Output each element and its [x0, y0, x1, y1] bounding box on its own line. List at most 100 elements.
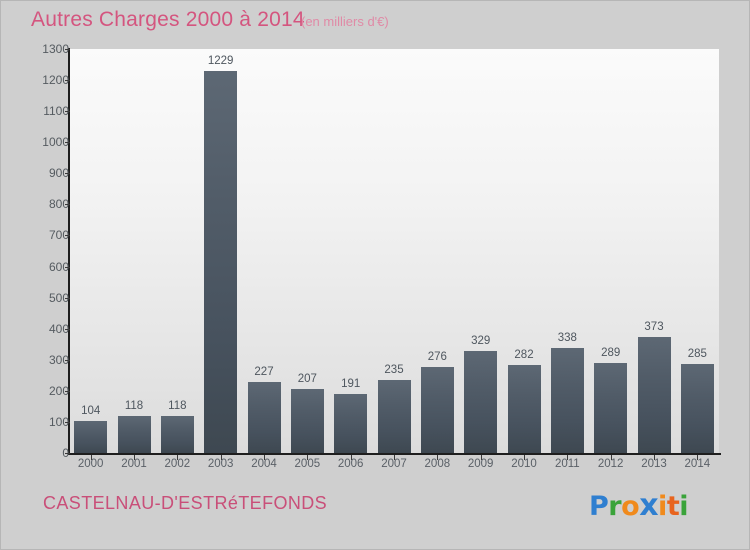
- bar-2011[interactable]: [550, 347, 584, 453]
- bar-value-label-2007: 235: [384, 363, 404, 376]
- bar-2009[interactable]: [464, 350, 498, 453]
- y-axis-tick-mark: [65, 453, 70, 454]
- x-axis-tick-mark: [610, 455, 612, 460]
- x-axis-tick-label-2002: 2002: [164, 458, 191, 470]
- bar-value-label-2011: 338: [557, 331, 577, 344]
- x-axis-tick-label-2000: 2000: [77, 458, 104, 470]
- bar-2013[interactable]: [637, 337, 671, 453]
- x-axis-tick-label-2001: 2001: [121, 458, 147, 470]
- bar-2012[interactable]: [594, 363, 628, 453]
- y-axis-tick-mark: [65, 49, 70, 50]
- x-axis-tick-mark: [220, 455, 222, 460]
- commune-name: CASTELNAU-D'ESTRéTEFONDS: [43, 493, 328, 513]
- y-axis-tick-mark: [65, 173, 70, 175]
- x-axis-tick-mark: [90, 455, 92, 460]
- page-title: Autres Charges 2000 à 2014: [31, 8, 305, 31]
- y-axis-tick-mark: [65, 80, 70, 82]
- x-axis-line: [68, 453, 721, 455]
- bar-value-label-2013: 373: [644, 321, 664, 334]
- bar-2006[interactable]: [334, 393, 368, 453]
- y-axis-tick-label: 200: [48, 383, 69, 398]
- x-axis-tick-mark: [264, 455, 265, 460]
- bar-2004[interactable]: [247, 382, 281, 453]
- bar-2007[interactable]: [377, 379, 411, 453]
- x-axis-tick-label-2013: 2013: [641, 458, 667, 470]
- x-axis-tick-mark: [654, 455, 655, 460]
- y-axis-tick-label: 900: [48, 166, 69, 181]
- x-axis-tick-mark: [437, 455, 439, 460]
- x-axis-tick-mark: [307, 455, 309, 460]
- x-axis-tick-label-2004: 2004: [251, 458, 277, 470]
- bar-value-label-2008: 276: [427, 351, 447, 364]
- y-axis-tick-label: 1000: [42, 135, 69, 150]
- y-axis-tick-mark: [65, 297, 70, 299]
- y-axis-tick-label: 300: [48, 352, 69, 367]
- bar-value-label-2012: 289: [601, 347, 621, 360]
- logo-letter-t: t: [666, 491, 680, 522]
- bar-value-label-2004: 227: [254, 366, 274, 379]
- x-axis-tick-label-2003: 2003: [207, 458, 234, 470]
- bar-value-label-2010: 282: [514, 349, 534, 362]
- x-axis-tick-label-2006: 2006: [337, 458, 364, 470]
- bar-2001[interactable]: [117, 416, 151, 453]
- bar-2002[interactable]: [160, 416, 194, 453]
- x-axis-tick-mark: [394, 455, 395, 460]
- y-axis-tick-label: 500: [48, 290, 69, 305]
- x-axis-tick-label-2012: 2012: [597, 458, 624, 470]
- x-axis-tick-mark: [480, 455, 482, 460]
- y-axis-tick-mark: [65, 235, 70, 237]
- x-axis-tick-label-2007: 2007: [381, 458, 407, 470]
- y-axis-tick-mark: [65, 266, 70, 268]
- x-axis-tick-mark: [697, 455, 699, 460]
- y-axis-tick-label: 1100: [43, 104, 69, 119]
- x-axis-tick-mark: [350, 455, 352, 460]
- logo-letter-i-second: i: [679, 491, 688, 522]
- y-axis-tick-mark: [65, 142, 70, 144]
- logo-letter-r: r: [608, 491, 622, 522]
- bar-value-label-2006: 191: [341, 377, 361, 390]
- proxiti-logo[interactable]: Proxiti: [589, 488, 688, 523]
- bar-2010[interactable]: [507, 365, 541, 453]
- y-axis-tick-mark: [65, 359, 70, 361]
- logo-letter-i-first: i: [658, 491, 667, 522]
- bar-2003[interactable]: [204, 71, 238, 453]
- bar-value-label-2001: 118: [124, 400, 144, 413]
- y-axis-tick-mark: [65, 111, 70, 113]
- bar-value-label-2014: 285: [687, 348, 707, 361]
- x-axis-tick-label-2005: 2005: [294, 458, 321, 470]
- y-axis-tick-mark: [65, 390, 70, 392]
- y-axis-tick-label: 600: [48, 259, 69, 274]
- chart-header: Autres Charges 2000 à 2014 (en milliers …: [1, 1, 749, 39]
- bar-2000[interactable]: [74, 420, 108, 453]
- bar-2014[interactable]: [680, 364, 714, 453]
- bar-2005[interactable]: [290, 388, 324, 453]
- bar-value-label-2003: 1229: [207, 55, 234, 68]
- y-axis-tick-label: 0: [27, 447, 69, 459]
- bar-value-label-2000: 104: [81, 404, 101, 417]
- x-axis-tick-label-2009: 2009: [467, 458, 494, 470]
- logo-letter-p: P: [589, 491, 609, 522]
- x-axis-tick-mark: [177, 455, 179, 460]
- bar-value-label-2002: 118: [168, 400, 187, 413]
- y-axis-tick-label: 800: [48, 197, 69, 212]
- logo-letter-o: o: [621, 491, 640, 522]
- x-axis-tick-mark: [134, 455, 135, 460]
- y-axis-line: [68, 48, 70, 454]
- bar-2008[interactable]: [420, 367, 454, 453]
- y-axis-tick-label: 1200: [42, 73, 69, 88]
- logo-letter-x: x: [639, 488, 659, 523]
- y-axis-tick-label: 700: [48, 228, 69, 243]
- x-axis-tick-label-2008: 2008: [424, 458, 451, 470]
- y-axis: 0 100 200 300 400 500 600 700 800 900 1000 1100 1200…: [21, 1, 70, 549]
- x-axis-tick-label-2010: 2010: [511, 458, 537, 470]
- x-axis-tick-mark: [524, 455, 525, 460]
- bar-value-label-2009: 329: [471, 334, 491, 347]
- y-axis-tick-mark: [65, 204, 70, 206]
- y-axis-tick-mark: [65, 328, 70, 330]
- x-axis-tick-mark: [567, 455, 569, 460]
- x-axis-tick-label-2011: 2011: [554, 458, 580, 470]
- y-axis-tick-mark: [65, 421, 70, 423]
- x-axis-tick-label-2014: 2014: [684, 458, 711, 470]
- chart-units-subtitle: (en milliers d'€): [301, 14, 389, 29]
